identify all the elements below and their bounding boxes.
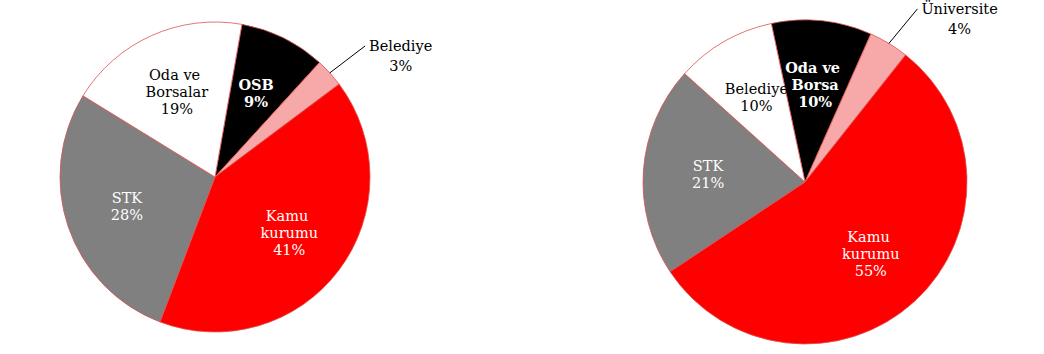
chart-canvas: OSB9%Belediye3%Kamu kurumu41%STK28%Oda v…: [0, 0, 1044, 354]
data-label: 55%: [855, 263, 887, 279]
data-label: 19%: [161, 101, 193, 117]
data-label: 28%: [111, 207, 143, 223]
slices: [60, 22, 370, 332]
slice-label-line: Oda ve: [785, 59, 845, 76]
slice-label-line: STK: [693, 158, 725, 174]
data-label: 4%: [948, 21, 971, 37]
labels: OSB9% Belediye 3% Kamu kurumu41% STK28% Oda v…: [111, 38, 432, 258]
slice-label: Kamu kurumu: [842, 229, 899, 262]
data-label: 21%: [692, 175, 724, 191]
slice-label-line: Borsalar: [146, 84, 209, 100]
leader-line: [889, 9, 917, 43]
slice-label-line: kurumu: [842, 246, 899, 262]
pie-slice: [685, 24, 805, 182]
pie-chart: OSB9% Belediye 3% Kamu kurumu41% STK28% Oda v…: [60, 22, 432, 332]
slice-label: STK: [112, 190, 144, 206]
slice-label-line: Oda ve: [149, 67, 205, 83]
data-label: 9%: [244, 93, 268, 110]
slice-label: Oda ve Borsalar: [146, 67, 209, 100]
leader-line: [330, 46, 365, 73]
slice-label: STK: [693, 158, 725, 174]
slice-label-line: kurumu: [261, 225, 318, 241]
slice-label: Belediye: [369, 38, 432, 54]
slice-label-line: Borsa: [792, 76, 840, 93]
labels: Oda ve Borsa10%Üniversite4%Kamu kurumu55…: [692, 0, 998, 279]
slice-label: Belediye: [725, 81, 788, 97]
slice-label-line: Kamu: [266, 208, 313, 224]
slice-label-line: Kamu: [847, 229, 894, 245]
data-label: 41%: [273, 242, 305, 258]
slice-label-line: Belediye: [725, 81, 788, 97]
slice-label-line: STK: [112, 190, 144, 206]
data-label: 3%: [389, 58, 412, 74]
data-label: 10%: [740, 98, 772, 114]
slice-label: OSB: [238, 76, 273, 93]
slice-label: Üniversite: [921, 0, 997, 17]
slice-label: Kamu kurumu: [261, 208, 318, 241]
data-label: 10%: [798, 93, 832, 110]
slice-label: Oda ve Borsa: [785, 59, 845, 93]
slice-label-line: OSB: [238, 76, 273, 93]
slices: [643, 20, 967, 344]
pie-chart: Oda ve Borsa10%Üniversite4%Kamu kurumu55…: [643, 0, 998, 344]
pie-slice: [83, 22, 242, 177]
